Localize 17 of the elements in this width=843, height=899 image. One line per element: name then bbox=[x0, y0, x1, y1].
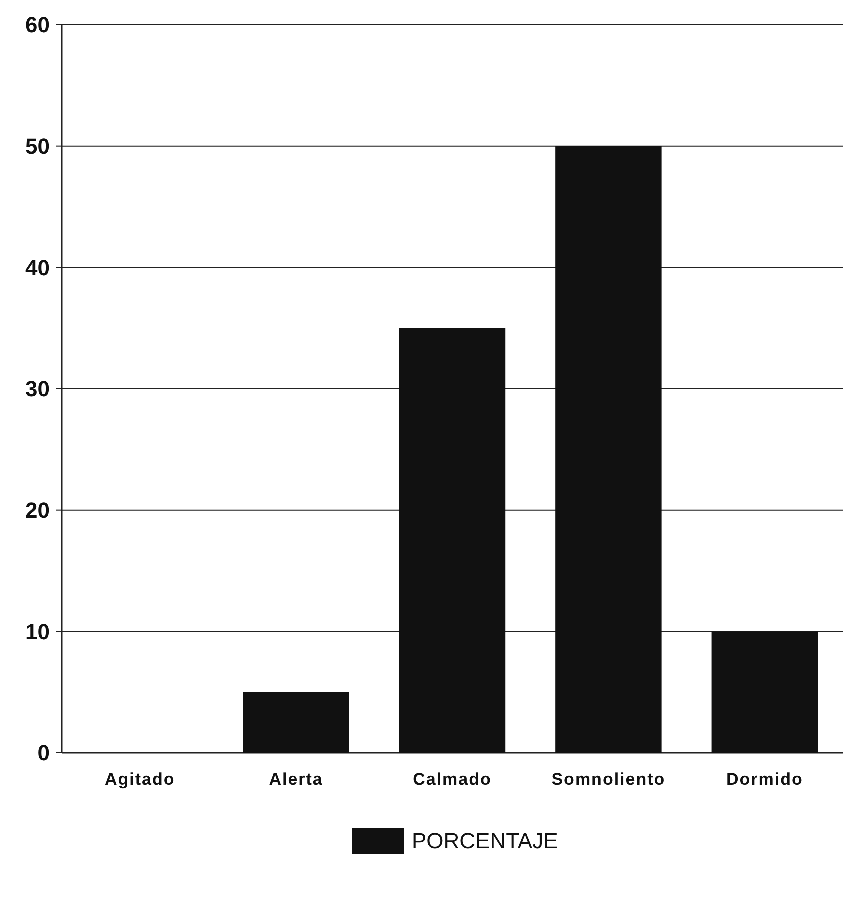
y-tick-label: 20 bbox=[26, 498, 50, 524]
bar bbox=[556, 146, 662, 753]
x-tick-label: Somnoliento bbox=[552, 770, 666, 789]
y-tick-label: 10 bbox=[26, 619, 50, 644]
x-tick-label: Agitado bbox=[104, 770, 176, 789]
bar bbox=[243, 692, 350, 753]
bar bbox=[712, 632, 818, 753]
y-tick-label: 40 bbox=[26, 255, 50, 280]
x-tick-label: Calmado bbox=[413, 770, 492, 789]
y-tick-label: 50 bbox=[26, 134, 50, 160]
bar bbox=[399, 328, 506, 753]
x-tick-label: Dormido bbox=[726, 770, 804, 789]
legend-label: PORCENTAJE bbox=[412, 828, 558, 854]
y-tick-label: 60 bbox=[26, 12, 50, 38]
y-tick-label: 30 bbox=[26, 376, 50, 402]
x-tick-label: Alerta bbox=[269, 770, 324, 789]
y-tick-label: 0 bbox=[38, 740, 50, 766]
